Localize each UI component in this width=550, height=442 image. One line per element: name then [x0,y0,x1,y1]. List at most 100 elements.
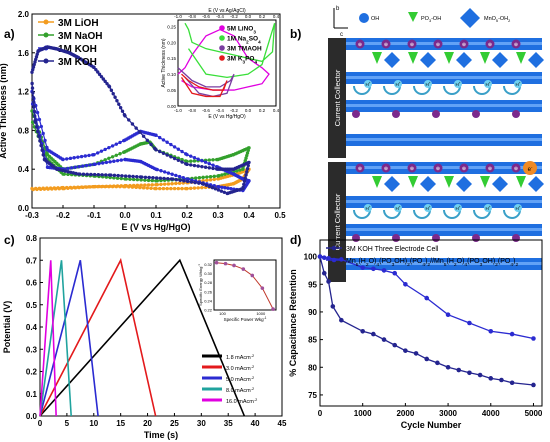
text-part: Specific Energy Whkg [198,267,203,306]
data-point [123,174,128,178]
proton-path-icon [443,85,461,95]
inset-legend-marker [219,25,225,31]
x-tick-label: 0.5 [274,211,286,220]
x-tick-label: 40 [251,419,260,428]
data-point [162,182,167,186]
data-point [247,146,251,150]
legend-label: Mn5(H2O)4(PO3OH)2(PO4)2//Mn5(H2O)4(PO3OH… [346,258,518,268]
data-point [172,186,177,191]
data-point [166,176,170,181]
data-point [69,186,74,190]
data-point [238,168,242,172]
text-part: 2 [454,262,457,268]
y-tick-label: 1.2 [18,88,30,97]
proton-path-icon [413,209,431,219]
data-point [149,186,153,190]
proton-path-icon [413,85,431,95]
inset-top-tick-label: -0.8 [188,14,196,19]
text-part: + [429,205,431,209]
data-point [100,161,105,165]
data-point [339,317,344,323]
data-point [207,162,212,166]
data-point [79,154,84,159]
data-point [110,144,115,148]
data-point [161,186,166,191]
data-point [403,281,408,287]
data-point [66,170,70,174]
text-part: + [429,81,431,85]
text-part: 5 [496,19,498,23]
text-part: + [519,81,521,85]
electrode-layer-highlight [346,228,542,231]
data-point [109,88,114,92]
data-point [321,270,327,276]
x-tick-label: 10 [89,419,98,428]
inset-data-point [214,260,219,265]
data-point [97,72,102,77]
data-point [424,295,430,301]
data-point [128,183,132,188]
data-point [81,185,85,190]
legend-marker [43,19,49,25]
text-part: H [485,82,488,87]
data-point [200,159,204,163]
text-part: H [425,206,428,211]
data-point [192,159,197,163]
inset-y-tick-label: 0.22 [204,308,213,313]
axis-c-label: c [340,32,343,38]
charge-symbol: ⊕ [384,166,388,172]
electron-label: e- [528,165,533,174]
proton-label: H+ [485,205,490,211]
proton-label: H+ [425,81,430,87]
data-point [97,184,101,189]
manganese-site-icon [512,234,520,242]
x-tick-label: 35 [224,419,233,428]
data-point [35,110,40,115]
data-point [96,151,100,155]
inset-data-point [223,261,228,266]
data-point [99,149,104,153]
text-part: H [395,206,398,211]
charge-symbol: ⊕ [488,42,492,48]
x-tick-label: 0 [318,409,323,418]
scheme-charge: Current Collector⊕ ⊕ ⊕ ⊕ ⊕ ⊕ ⊕H+ H+ H+ H+ H+ H+ [328,162,544,282]
data-point [115,99,119,103]
data-point [100,184,105,189]
text-part: + [489,81,491,85]
data-point [101,77,106,81]
text-part: 2 [427,262,430,268]
data-point [88,163,92,167]
data-point [147,175,151,180]
y-tick-label: 0.1 [26,390,38,399]
data-point [145,138,150,142]
text-part: -2 [251,365,254,369]
panel-a-inset: -1.0 -0.8 -0.6 -0.4 -0.2 0.0 0.2 0.4 -1.0 -0.8 -0.… [161,8,280,120]
data-point [321,255,327,261]
series-gcd-3: 8.0 mAcm-2 [39,260,254,417]
data-point [360,265,365,270]
data-point [35,187,39,192]
data-point [166,171,171,175]
data-point [72,156,76,160]
data-point [165,140,169,144]
data-point [30,86,35,90]
data-point [146,183,151,187]
manganese-oxide-icon [384,52,400,68]
data-point [143,178,147,182]
inset-legend-label: 3M K3PO4 [227,56,257,65]
data-point [34,55,39,59]
data-point [192,155,197,160]
y-axis-label: Potential (V) [2,301,12,354]
text-part: H [425,82,428,87]
data-point [220,173,224,177]
electrode-layer-highlight [346,200,542,203]
proton-icon [514,80,522,88]
text-part: -OH [431,16,441,22]
manganese-oxide-icon [456,176,472,192]
charge-symbol: ⊕ [462,166,466,172]
data-point [219,189,224,193]
manganese-site-icon [407,39,417,49]
text-part: 2 [366,262,369,268]
y-tick-label: 0.2 [26,368,38,377]
data-point [61,168,65,173]
